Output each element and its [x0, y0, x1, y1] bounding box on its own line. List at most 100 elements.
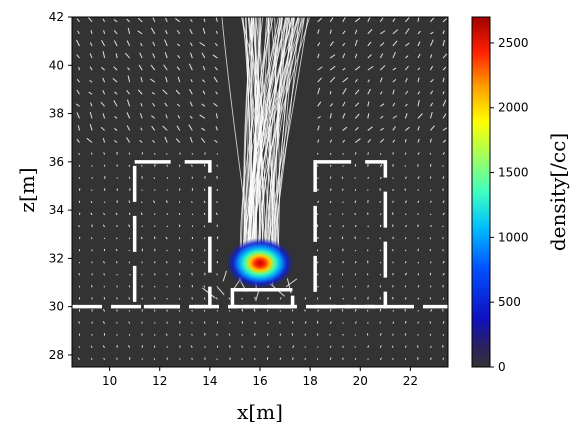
grid-vector — [176, 125, 181, 131]
grid-vector — [103, 285, 106, 288]
grid-vector — [202, 66, 206, 71]
grid-vector — [139, 113, 143, 119]
grid-vector — [354, 309, 357, 312]
grid-vector — [392, 115, 398, 119]
grid-vector — [215, 30, 218, 35]
grid-vector — [124, 52, 131, 59]
grid-vector — [367, 225, 369, 228]
grid-vector — [103, 152, 106, 155]
grid-vector — [430, 345, 432, 348]
grid-vector — [203, 212, 206, 216]
grid-vector — [405, 55, 409, 59]
grid-vector — [127, 67, 131, 71]
grid-vector — [100, 126, 105, 131]
grid-vector — [253, 308, 256, 312]
grid-vector — [116, 237, 118, 240]
grid-vector — [354, 127, 359, 131]
grid-vector — [139, 52, 143, 59]
grid-vector — [405, 126, 410, 131]
grid-vector — [191, 333, 193, 336]
grid-vector — [317, 200, 319, 204]
streamline — [240, 17, 255, 257]
grid-vector — [367, 88, 371, 95]
grid-vector — [279, 333, 282, 336]
grid-vector — [191, 357, 193, 360]
grid-vector — [342, 77, 349, 83]
grid-vector — [442, 272, 445, 276]
grid-vector — [201, 79, 206, 83]
grid-vector — [367, 54, 372, 59]
grid-vector — [191, 272, 193, 276]
grid-vector — [216, 358, 218, 360]
grid-vector — [76, 54, 80, 59]
grid-vector — [90, 212, 93, 216]
grid-vector — [241, 333, 243, 336]
grid-vector — [354, 39, 358, 47]
grid-vector — [317, 87, 321, 95]
grid-vector — [126, 18, 130, 23]
grid-vector — [177, 114, 181, 119]
grid-vector — [329, 41, 334, 47]
grid-vector — [228, 297, 231, 300]
grid-vector — [214, 66, 218, 71]
grid-vector — [329, 17, 334, 23]
grid-vector — [329, 152, 332, 155]
grid-vector — [404, 272, 408, 276]
grid-vector — [404, 65, 409, 71]
grid-vector — [113, 100, 118, 107]
grid-vector — [317, 77, 322, 83]
colorbar-ticks: 0 500 1000 1500 2000 2500 — [490, 36, 529, 374]
grid-vector — [354, 138, 361, 143]
grid-vector — [114, 116, 118, 119]
grid-vector — [417, 248, 419, 252]
grid-vector — [178, 309, 181, 312]
grid-vector — [430, 79, 434, 83]
grid-vector — [178, 249, 181, 252]
streamline — [245, 17, 293, 259]
grid-vector — [417, 138, 420, 143]
grid-vector — [189, 42, 193, 47]
grid-vector — [177, 54, 181, 59]
grid-vector — [430, 31, 434, 35]
grid-vector — [317, 17, 323, 23]
y-axis-ticks: 28 30 32 34 36 38 40 42 — [49, 10, 72, 362]
grid-vector — [417, 237, 419, 240]
density-blob — [226, 237, 294, 289]
grid-vector — [150, 27, 156, 35]
grid-vector — [126, 125, 131, 131]
grid-vector — [137, 30, 143, 35]
grid-vector — [190, 345, 193, 348]
grid-vector — [76, 89, 80, 95]
grid-vector — [115, 248, 118, 252]
grid-vector — [78, 152, 80, 155]
grid-vector — [442, 113, 447, 119]
grid-vector — [442, 30, 445, 35]
grid-vector — [140, 102, 143, 107]
grid-vector — [329, 76, 336, 83]
grid-vector — [76, 138, 80, 143]
grid-vector — [213, 76, 218, 83]
x-axis-title: x[m] — [237, 400, 283, 424]
grid-vector — [317, 42, 321, 47]
x-tick-label: 22 — [403, 374, 418, 388]
grid-vector — [190, 52, 193, 59]
grid-vector — [89, 42, 93, 47]
y-tick-label: 36 — [49, 155, 64, 169]
grid-vector — [329, 188, 332, 192]
streamline — [249, 17, 311, 263]
grid-vector — [113, 140, 118, 143]
grid-vector — [189, 88, 193, 95]
grid-vector — [114, 128, 118, 131]
grid-vector — [379, 91, 383, 95]
grid-vector — [405, 42, 410, 47]
grid-vector — [354, 321, 357, 324]
grid-vector — [78, 272, 80, 276]
velocity-streamlines — [202, 17, 311, 302]
grid-vector — [367, 101, 370, 107]
grid-vector — [241, 297, 243, 300]
grid-vector — [329, 29, 332, 35]
grid-vector — [77, 30, 80, 35]
grid-vector — [317, 177, 319, 179]
grid-vector — [342, 333, 344, 336]
